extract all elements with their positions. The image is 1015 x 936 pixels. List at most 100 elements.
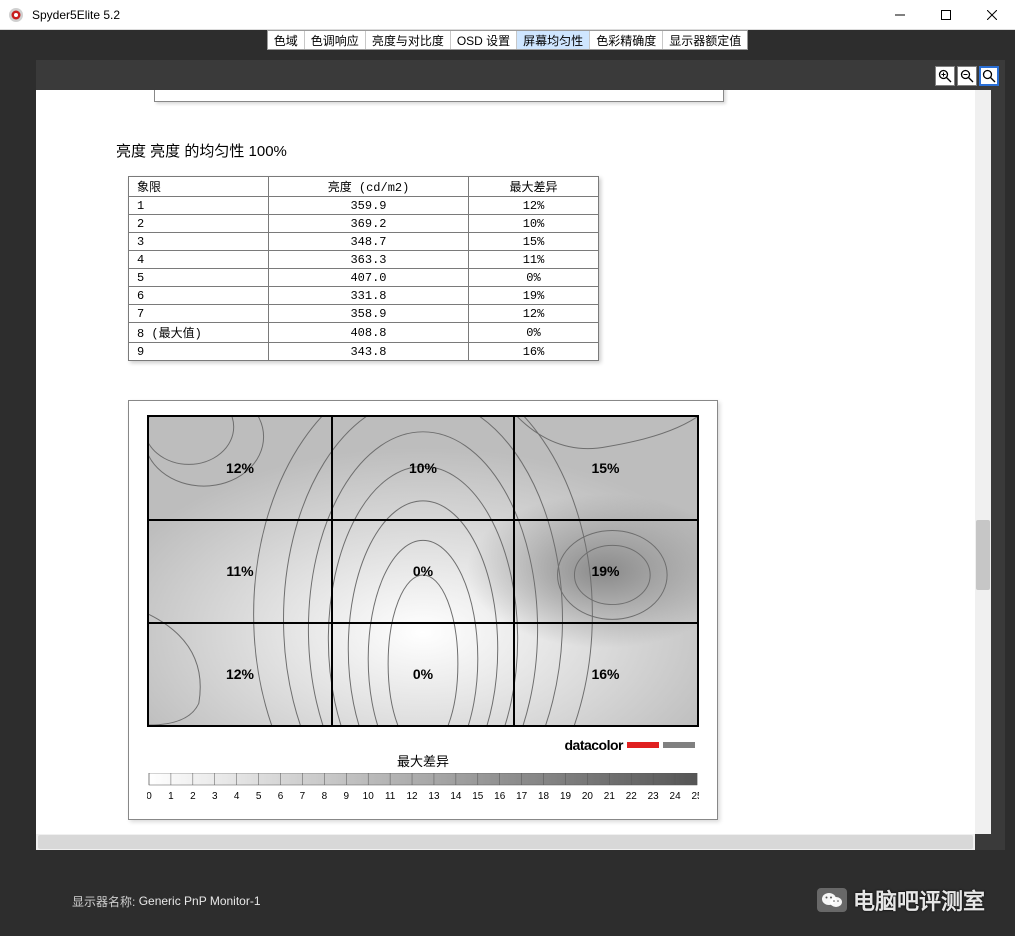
cell-maxdiff: 10% <box>469 215 599 233</box>
cell-luminance: 408.8 <box>269 323 469 343</box>
status-value: Generic PnP Monitor-1 <box>139 894 261 908</box>
contour-cell-label-6: 19% <box>591 563 619 579</box>
report-page-area: 亮度 亮度 的均匀性 100% 象限 亮度 (cd/m2) 最大差异 1359.… <box>36 90 975 834</box>
svg-text:13: 13 <box>428 791 440 802</box>
svg-text:12: 12 <box>407 791 419 802</box>
close-button[interactable] <box>969 0 1015 30</box>
svg-text:6: 6 <box>278 791 284 802</box>
cell-maxdiff: 0% <box>469 269 599 287</box>
titlebar: Spyder5Elite 5.2 <box>0 0 1015 30</box>
contour-cell-label-4: 11% <box>226 563 253 579</box>
table-row: 3348.715% <box>129 233 599 251</box>
contour-cell-label-8: 0% <box>413 666 433 682</box>
svg-text:4: 4 <box>234 791 240 802</box>
legend-bar: 0123456789101112131415161718192021222324… <box>147 773 699 803</box>
contour-grid: 12%10%15%11%0%19%12%0%16% <box>147 415 699 727</box>
svg-text:7: 7 <box>300 791 306 802</box>
cell-quadrant: 4 <box>129 251 269 269</box>
tab-0[interactable]: 色域 <box>268 31 305 49</box>
cell-maxdiff: 15% <box>469 233 599 251</box>
app-icon <box>8 7 24 23</box>
cell-luminance: 407.0 <box>269 269 469 287</box>
svg-text:20: 20 <box>582 791 594 802</box>
contour-cell-label-1: 12% <box>226 460 254 476</box>
table-row: 6331.819% <box>129 287 599 305</box>
svg-text:22: 22 <box>626 791 638 802</box>
cell-quadrant: 1 <box>129 197 269 215</box>
cell-maxdiff: 0% <box>469 323 599 343</box>
tab-5[interactable]: 色彩精确度 <box>590 31 663 49</box>
legend-title: 最大差异 <box>129 751 717 770</box>
minimize-button[interactable] <box>877 0 923 30</box>
previous-section-edge <box>154 90 724 102</box>
cell-maxdiff: 19% <box>469 287 599 305</box>
cell-quadrant: 6 <box>129 287 269 305</box>
tab-3[interactable]: OSD 设置 <box>451 31 517 49</box>
contour-cell-label-5: 0% <box>413 563 433 579</box>
cell-maxdiff: 11% <box>469 251 599 269</box>
contour-cell-label-2: 10% <box>409 460 437 476</box>
cell-quadrant: 8 (最大值) <box>129 323 269 343</box>
cell-luminance: 369.2 <box>269 215 469 233</box>
cell-maxdiff: 12% <box>469 197 599 215</box>
maximize-button[interactable] <box>923 0 969 30</box>
col-quadrant: 象限 <box>129 177 269 197</box>
svg-text:21: 21 <box>604 791 616 802</box>
svg-text:14: 14 <box>450 791 462 802</box>
svg-text:17: 17 <box>516 791 528 802</box>
table-row: 5407.00% <box>129 269 599 287</box>
window-title: Spyder5Elite 5.2 <box>32 8 120 22</box>
svg-text:18: 18 <box>538 791 550 802</box>
cell-maxdiff: 12% <box>469 305 599 323</box>
table-row: 4363.311% <box>129 251 599 269</box>
tab-2[interactable]: 亮度与对比度 <box>366 31 451 49</box>
cell-luminance: 358.9 <box>269 305 469 323</box>
table-row: 9343.816% <box>129 343 599 361</box>
cell-luminance: 363.3 <box>269 251 469 269</box>
tab-1[interactable]: 色调响应 <box>305 31 366 49</box>
svg-text:3: 3 <box>212 791 218 802</box>
cell-maxdiff: 16% <box>469 343 599 361</box>
wechat-icon <box>817 888 847 912</box>
status-label: 显示器名称: <box>72 893 135 910</box>
svg-text:15: 15 <box>472 791 484 802</box>
contour-panel: 12%10%15%11%0%19%12%0%16% datacolor 最大差异… <box>128 400 718 820</box>
tab-4[interactable]: 屏幕均匀性 <box>517 31 590 49</box>
cell-quadrant: 5 <box>129 269 269 287</box>
cell-quadrant: 2 <box>129 215 269 233</box>
section-title: 亮度 亮度 的均匀性 100% <box>116 140 287 161</box>
table-row: 1359.912% <box>129 197 599 215</box>
tab-6[interactable]: 显示器额定值 <box>663 31 747 49</box>
app-frame: 色域色调响应亮度与对比度OSD 设置屏幕均匀性色彩精确度显示器额定值 亮度 亮度… <box>0 30 1015 936</box>
svg-text:1: 1 <box>168 791 174 802</box>
svg-text:5: 5 <box>256 791 262 802</box>
tabs-bar: 色域色调响应亮度与对比度OSD 设置屏幕均匀性色彩精确度显示器额定值 <box>0 30 1015 54</box>
vertical-scrollbar[interactable] <box>975 90 991 834</box>
horizontal-scrollbar[interactable] <box>36 834 975 850</box>
zoom-out-button[interactable] <box>957 66 977 86</box>
tabs: 色域色调响应亮度与对比度OSD 设置屏幕均匀性色彩精确度显示器额定值 <box>267 30 748 50</box>
brand-bar-red <box>627 742 659 748</box>
window-controls <box>877 0 1015 30</box>
cell-luminance: 348.7 <box>269 233 469 251</box>
svg-text:25: 25 <box>691 791 699 802</box>
report-viewport: 亮度 亮度 的均匀性 100% 象限 亮度 (cd/m2) 最大差异 1359.… <box>36 60 1005 850</box>
svg-text:0: 0 <box>147 791 152 802</box>
cell-luminance: 359.9 <box>269 197 469 215</box>
zoom-fit-button[interactable] <box>979 66 999 86</box>
svg-text:19: 19 <box>560 791 572 802</box>
svg-text:16: 16 <box>494 791 506 802</box>
contour-cell-label-9: 16% <box>591 666 619 682</box>
svg-text:11: 11 <box>385 791 396 802</box>
table-row: 8 (最大值)408.80% <box>129 323 599 343</box>
watermark: 电脑吧评测室 <box>817 884 985 916</box>
table-row: 2369.210% <box>129 215 599 233</box>
cell-luminance: 331.8 <box>269 287 469 305</box>
cell-luminance: 343.8 <box>269 343 469 361</box>
cell-quadrant: 9 <box>129 343 269 361</box>
svg-text:24: 24 <box>670 791 682 802</box>
zoom-in-button[interactable] <box>935 66 955 86</box>
cell-quadrant: 3 <box>129 233 269 251</box>
table-row: 7358.912% <box>129 305 599 323</box>
svg-text:2: 2 <box>190 791 196 802</box>
